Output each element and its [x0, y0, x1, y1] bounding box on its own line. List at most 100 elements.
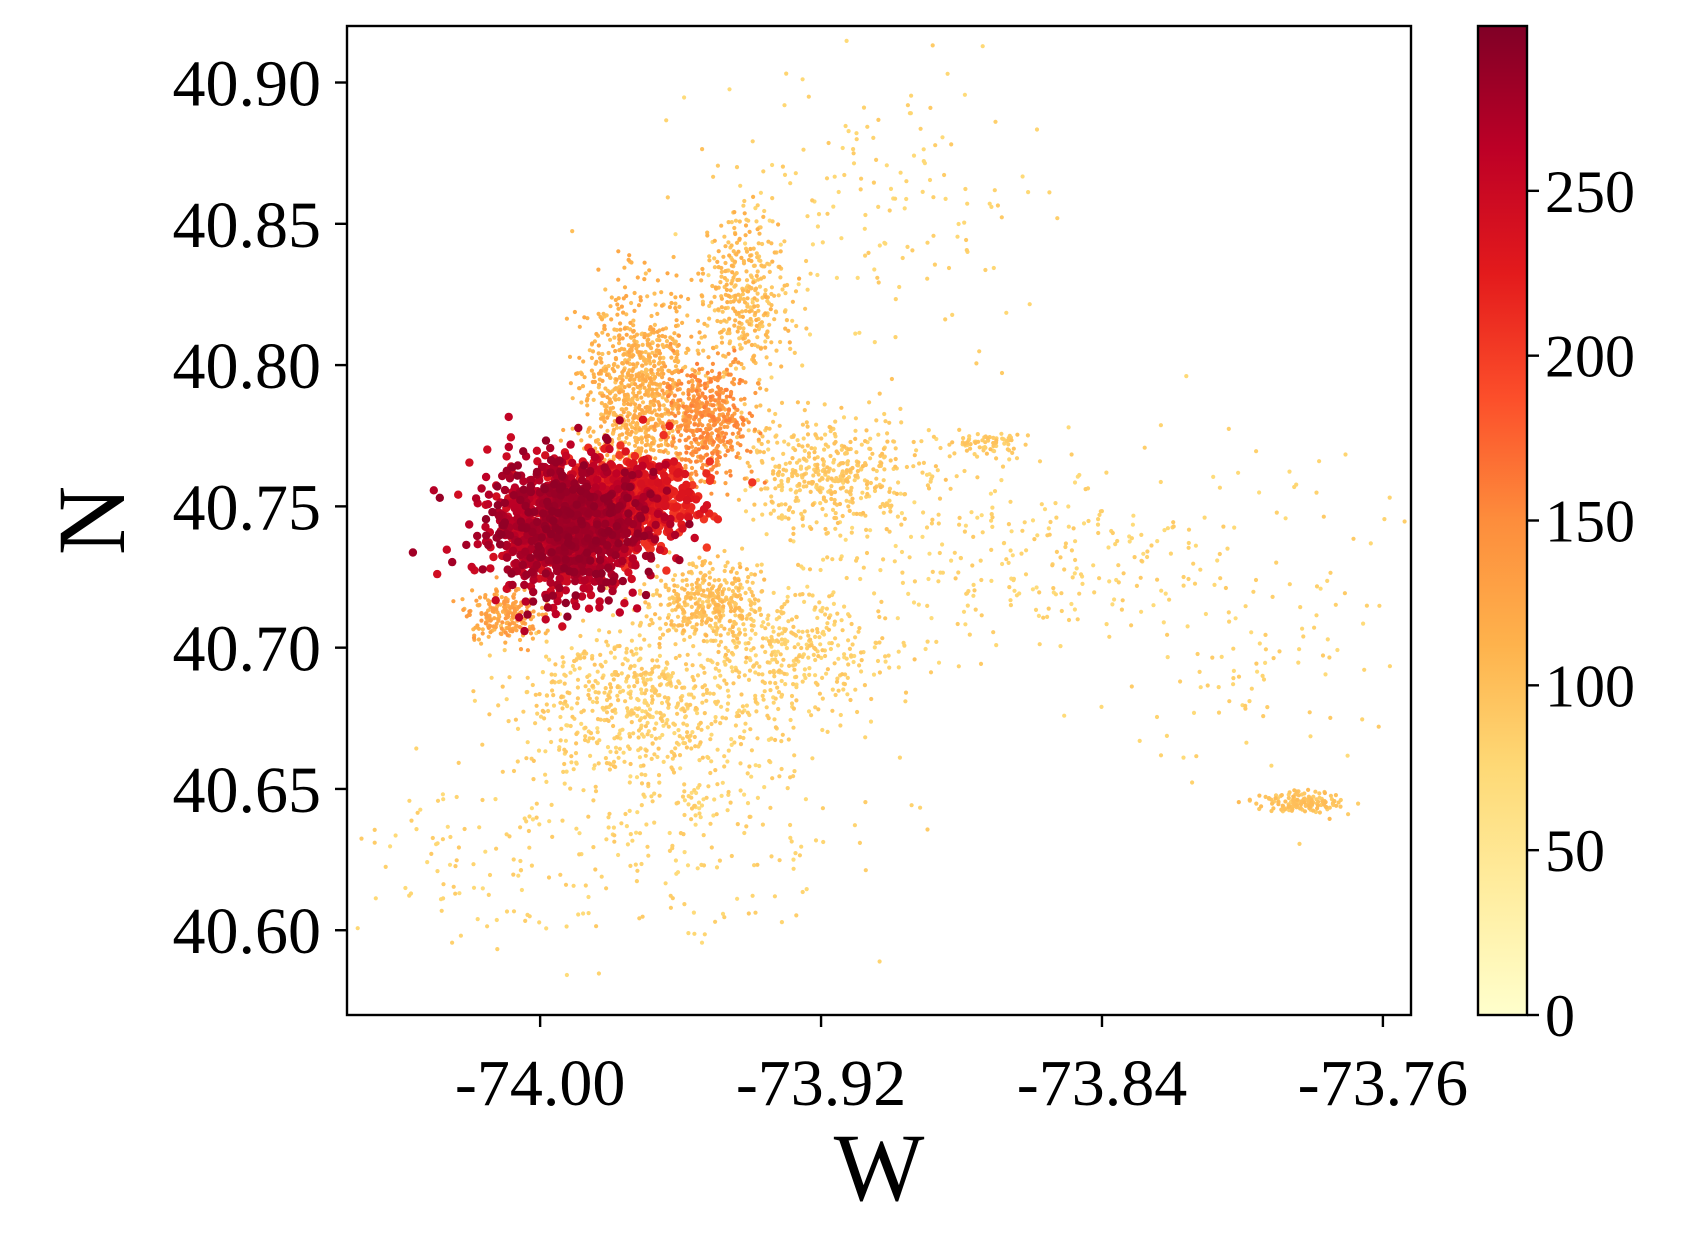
scatter-point [1120, 598, 1125, 603]
scatter-point [657, 683, 663, 688]
scatter-point [669, 674, 674, 679]
scatter-point [456, 760, 461, 766]
scatter-point [1291, 794, 1296, 799]
scatter-point [762, 689, 767, 694]
scatter-point [877, 640, 882, 645]
scatter-point [690, 444, 695, 449]
scatter-point [760, 679, 765, 684]
scatter-point [740, 546, 745, 551]
scatter-point [547, 657, 552, 662]
scatter-point [832, 497, 837, 503]
scatter-point [973, 440, 978, 445]
scatter-point [748, 602, 753, 608]
scatter-point [486, 608, 491, 613]
scatter-point [1096, 517, 1101, 522]
scatter-point [768, 307, 773, 312]
scatter-point [831, 204, 836, 209]
scatter-point [983, 440, 988, 445]
scatter-point [804, 258, 809, 264]
scatter-point [971, 593, 976, 598]
scatter-point [763, 345, 768, 350]
scatter-point [600, 705, 605, 711]
scatter-point [859, 442, 864, 447]
scatter-point [590, 708, 595, 713]
scatter-point [546, 875, 552, 880]
scatter-point [732, 405, 737, 410]
scatter-point [647, 643, 652, 648]
scatter-point [707, 254, 712, 259]
scatter-point [568, 723, 573, 729]
scatter-point [1261, 677, 1267, 682]
scatter-point [771, 508, 777, 513]
scatter-point [770, 162, 775, 168]
scatter-point [615, 735, 620, 740]
scatter-point [597, 382, 602, 387]
scatter-point [872, 488, 878, 494]
scatter-point [657, 448, 662, 454]
scatter-point [684, 745, 690, 750]
scatter-point [618, 425, 623, 430]
scatter-point [674, 705, 679, 710]
scatter-point [815, 224, 821, 229]
scatter-point [758, 386, 763, 391]
scatter-point [697, 417, 702, 423]
scatter-point [1096, 530, 1101, 536]
scatter-point [538, 714, 544, 719]
scatter-point [823, 442, 828, 447]
scatter-point [477, 825, 482, 830]
scatter-point [519, 603, 524, 608]
scatter-point [571, 883, 576, 888]
scatter-point [633, 408, 638, 413]
scatter-point [660, 333, 665, 339]
scatter-point [479, 618, 484, 623]
scatter-point [458, 933, 463, 938]
scatter-point [1307, 710, 1312, 715]
scatter-point [796, 562, 801, 568]
scatter-point [683, 364, 688, 369]
scatter-point [613, 393, 618, 398]
scatter-point [525, 648, 531, 653]
scatter-point [629, 260, 634, 265]
scatter-point [507, 622, 512, 627]
scatter-point [1266, 796, 1272, 801]
scatter-point [645, 720, 650, 726]
scatter-point [773, 309, 779, 314]
scatter-point [669, 300, 674, 306]
scatter-point [1195, 651, 1200, 657]
scatter-point [740, 585, 745, 590]
scatter-point [861, 105, 867, 110]
scatter-point [804, 466, 809, 471]
scatter-point [805, 214, 810, 219]
scatter-point [709, 431, 715, 436]
scatter-point [715, 163, 721, 168]
scatter-point [610, 613, 616, 618]
scatter-point [1080, 581, 1085, 587]
scatter-point [738, 788, 743, 793]
scatter-point [778, 249, 783, 254]
scatter-point [577, 324, 582, 329]
scatter-point [586, 692, 591, 698]
scatter-point [743, 660, 748, 665]
scatter-point [853, 687, 858, 692]
scatter-point [740, 704, 746, 709]
scatter-point [717, 617, 722, 623]
scatter-point [737, 320, 742, 325]
scatter-point [764, 532, 769, 537]
scatter-point [807, 672, 812, 678]
scatter-point [806, 454, 812, 459]
scatter-point [679, 423, 684, 428]
scatter-point [715, 318, 720, 324]
scatter-point [576, 431, 581, 436]
scatter-point [771, 700, 776, 705]
scatter-point [1294, 803, 1299, 808]
scatter-point [762, 785, 767, 790]
scatter-point [745, 710, 751, 715]
scatter-point [813, 673, 818, 678]
scatter-point [524, 690, 529, 695]
scatter-point [733, 283, 738, 288]
scatter-point [874, 640, 879, 646]
scatter-point [589, 355, 595, 361]
scatter-point [1283, 799, 1288, 804]
scatter-point [612, 646, 617, 652]
scatter-point [762, 480, 767, 485]
